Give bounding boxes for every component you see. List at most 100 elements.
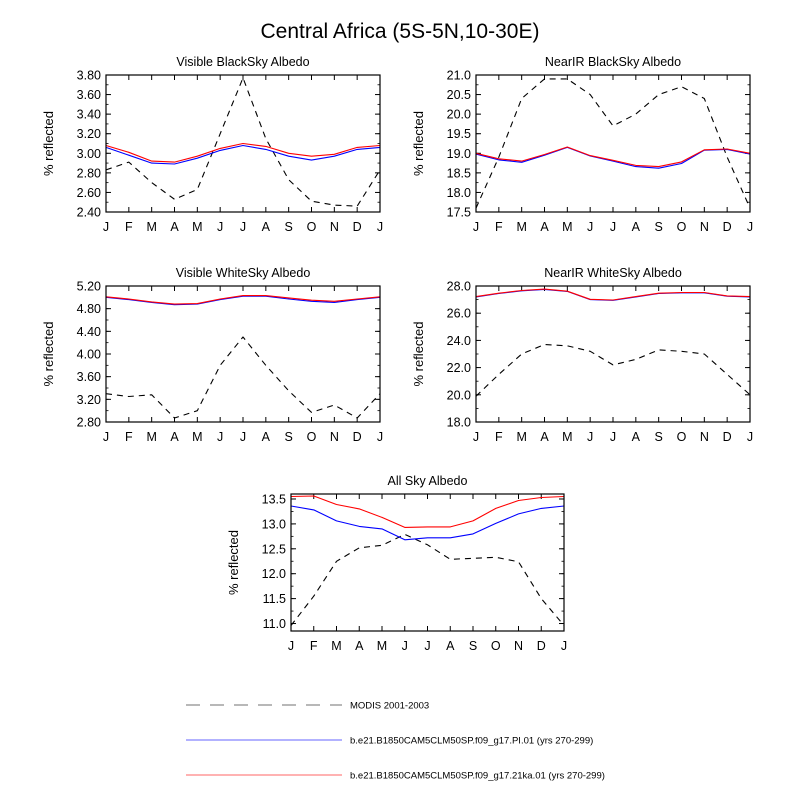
x-tick-label: D <box>723 430 732 444</box>
x-tick-label: J <box>747 430 753 444</box>
x-tick-label: D <box>353 430 362 444</box>
panel-visible-blacksky: Visible BlackSky Albedo % reflected 2.40 2.… <box>41 55 383 234</box>
x-tick-label: F <box>495 220 503 234</box>
y-tick-label: 2.60 <box>77 186 101 200</box>
y-tick-label: 2.80 <box>77 416 101 430</box>
panel-title: NearIR WhiteSky Albedo <box>544 266 682 280</box>
legend-item-21ka: b.e21.B1850CAM5CLM50SP.f09_g17.21ka.01 (… <box>186 771 605 782</box>
series-modis <box>290 533 565 626</box>
x-tick-label: M <box>192 430 202 444</box>
x-tick-label: J <box>103 430 109 444</box>
series-21ka <box>475 288 751 301</box>
y-tick-label: 2.40 <box>77 206 101 220</box>
x-tick-label: J <box>747 220 753 234</box>
x-tick-label: M <box>331 639 341 653</box>
x-tick-label: M <box>377 639 387 653</box>
x-tick-label: J <box>103 220 109 234</box>
x-tick-label: F <box>310 639 318 653</box>
x-tick-label: J <box>473 220 479 234</box>
y-axis-label: % reflected <box>41 111 56 176</box>
x-tick-label: O <box>677 430 687 444</box>
x-tick-label: J <box>217 430 223 444</box>
x-tick-label: N <box>330 430 339 444</box>
x-tick-label: J <box>240 220 246 234</box>
panel-title: All Sky Albedo <box>388 474 468 488</box>
y-tick-label: 11.5 <box>263 592 286 606</box>
y-tick-label: 2.80 <box>77 166 101 180</box>
x-tick-label: J <box>610 220 616 234</box>
y-axis-label: % reflected <box>226 530 241 595</box>
y-tick-label: 22.0 <box>447 361 471 375</box>
plot-frame <box>290 493 565 632</box>
legend-label-pi: b.e21.B1850CAM5CLM50SP.f09_g17.PI.01 (yr… <box>350 736 593 747</box>
x-tick-label: J <box>377 220 383 234</box>
x-tick-label: A <box>446 639 455 653</box>
series-modis <box>475 78 751 209</box>
x-tick-label: J <box>610 430 616 444</box>
x-tick-label: A <box>355 639 364 653</box>
y-tick-label: 18.5 <box>447 166 471 180</box>
series-21ka <box>290 495 565 528</box>
series-21ka <box>105 295 381 305</box>
x-tick-label: A <box>540 220 549 234</box>
plot-frame <box>105 74 381 213</box>
x-tick-label: M <box>516 430 526 444</box>
y-tick-label: 18.0 <box>447 416 471 430</box>
panel-visible-whitesky: Visible WhiteSky Albedo % reflected 2.80 3.… <box>41 266 383 444</box>
y-tick-label: 3.20 <box>77 393 101 407</box>
panel-title: Visible BlackSky Albedo <box>176 55 309 69</box>
x-tick-label: D <box>537 639 546 653</box>
x-tick-label: O <box>491 639 501 653</box>
x-tick-label: N <box>330 220 339 234</box>
x-tick-label: D <box>353 220 362 234</box>
figure-title: Central Africa (5S-5N,10-30E) <box>261 20 540 43</box>
panel-nearir-whitesky: NearIR WhiteSky Albedo % reflected 18.0 20.… <box>411 266 753 444</box>
x-tick-label: M <box>146 430 156 444</box>
x-tick-label: A <box>540 430 549 444</box>
panel-title: Visible WhiteSky Albedo <box>176 266 311 280</box>
y-tick-label: 5.20 <box>77 280 101 294</box>
y-tick-label: 12.0 <box>262 567 286 581</box>
series-pi <box>105 144 381 165</box>
x-tick-label: F <box>125 220 133 234</box>
x-tick-label: J <box>587 430 593 444</box>
y-tick-label: 20.0 <box>447 388 471 402</box>
y-tick-label: 21.0 <box>447 69 471 83</box>
y-tick-label: 17.5 <box>447 206 471 220</box>
legend-item-pi: b.e21.B1850CAM5CLM50SP.f09_g17.PI.01 (yr… <box>186 736 593 747</box>
y-tick-label: 13.5 <box>262 492 286 506</box>
y-tick-label: 3.60 <box>77 370 101 384</box>
y-tick-label: 3.60 <box>77 88 101 102</box>
x-tick-label: J <box>377 430 383 444</box>
x-tick-label: A <box>170 220 179 234</box>
y-tick-label: 18.0 <box>447 186 471 200</box>
y-tick-label: 3.20 <box>77 127 101 141</box>
y-tick-label: 3.40 <box>77 108 101 122</box>
x-tick-label: O <box>677 220 687 234</box>
x-tick-label: A <box>262 430 271 444</box>
plot-frame <box>475 74 751 213</box>
series-pi <box>475 146 751 169</box>
y-axis-label: % reflected <box>411 111 426 176</box>
y-axis-label: % reflected <box>411 321 426 386</box>
x-tick-label: J <box>402 639 408 653</box>
x-tick-label: A <box>262 220 271 234</box>
legend-label-modis: MODIS 2001-2003 <box>350 701 429 712</box>
x-tick-label: M <box>146 220 156 234</box>
y-tick-label: 20.0 <box>447 108 471 122</box>
x-tick-label: M <box>562 430 572 444</box>
y-tick-label: 19.0 <box>447 147 471 161</box>
x-tick-label: A <box>170 430 179 444</box>
legend-label-21ka: b.e21.B1850CAM5CLM50SP.f09_g17.21ka.01 (… <box>350 771 605 782</box>
x-tick-label: S <box>654 220 662 234</box>
y-tick-label: 3.00 <box>77 147 101 161</box>
x-tick-label: J <box>217 220 223 234</box>
legend: MODIS 2001-2003 b.e21.B1850CAM5CLM50SP.f… <box>186 701 605 782</box>
y-tick-label: 3.80 <box>77 69 101 83</box>
x-tick-label: S <box>654 430 662 444</box>
series-modis <box>475 343 751 397</box>
y-tick-label: 24.0 <box>447 334 471 348</box>
x-tick-label: N <box>514 639 523 653</box>
x-tick-label: N <box>700 220 709 234</box>
y-tick-label: 26.0 <box>447 307 471 321</box>
